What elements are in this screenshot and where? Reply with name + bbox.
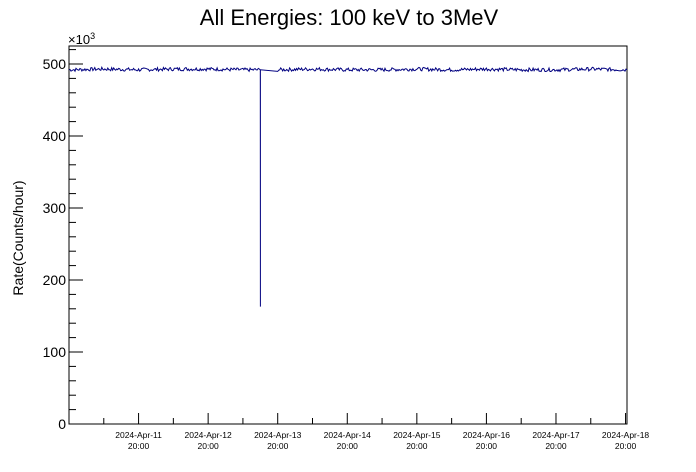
y-tick-label: 200 (43, 272, 67, 288)
x-tick-label-time: 20:00 (197, 441, 219, 451)
plot-frame (68, 45, 628, 425)
y-tick-label: 100 (43, 344, 67, 360)
x-tick-label-date: 2024-Apr-18 (602, 430, 650, 440)
y-axis-label: Rate(Counts/hour) (10, 180, 26, 295)
x-tick-label-date: 2024-Apr-11 (115, 430, 162, 440)
series-line (68, 65, 628, 307)
x-tick-label-time: 20:00 (615, 441, 637, 451)
x-tick-label-time: 20:00 (128, 441, 150, 451)
x-tick-label-time: 20:00 (545, 441, 567, 451)
plot-area (68, 65, 628, 307)
axes: 01002003004005002024-Apr-1120:002024-Apr… (43, 45, 650, 451)
x-tick-label-date: 2024-Apr-14 (324, 430, 372, 440)
y-tick-label: 500 (43, 56, 67, 72)
x-tick-label-date: 2024-Apr-13 (254, 430, 302, 440)
y-multiplier-exponent: 3 (90, 31, 95, 41)
y-multiplier: ×103 (68, 31, 95, 47)
x-tick-label-time: 20:00 (476, 441, 498, 451)
x-tick-label-date: 2024-Apr-16 (463, 430, 511, 440)
chart-title: All Energies: 100 keV to 3MeV (200, 5, 499, 30)
x-tick-label-date: 2024-Apr-17 (532, 430, 580, 440)
x-tick-label-time: 20:00 (337, 441, 359, 451)
x-tick-label-time: 20:00 (406, 441, 428, 451)
y-multiplier-base: ×10 (68, 32, 90, 47)
x-tick-label-time: 20:00 (267, 441, 289, 451)
y-tick-label: 400 (43, 128, 67, 144)
y-tick-label: 0 (58, 416, 66, 432)
x-tick-label-date: 2024-Apr-15 (393, 430, 441, 440)
y-tick-label: 300 (43, 200, 67, 216)
x-tick-label-date: 2024-Apr-12 (185, 430, 233, 440)
